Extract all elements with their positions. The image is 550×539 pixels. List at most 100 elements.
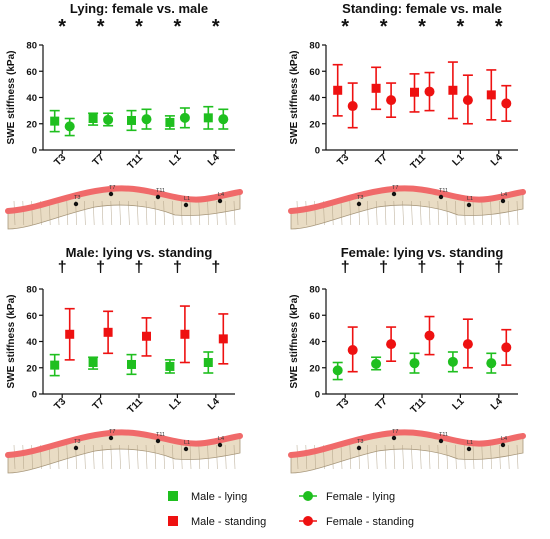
data-point-square xyxy=(142,331,151,341)
data-point-circle xyxy=(447,356,458,367)
significance-marker: † xyxy=(58,259,67,276)
spine-level-dot xyxy=(466,446,472,452)
vertebra-line xyxy=(163,200,165,226)
spine-level-label: L4 xyxy=(501,192,507,198)
vertebra-line xyxy=(101,200,104,226)
vertebra-line xyxy=(411,200,413,226)
spine-level-dot xyxy=(108,435,114,441)
y-tick-label: 40 xyxy=(309,93,320,104)
data-point-square xyxy=(371,83,381,93)
vertebra-line xyxy=(66,200,69,226)
vertebra-line xyxy=(163,444,165,470)
vertebra-line xyxy=(180,200,183,226)
vertebra-line xyxy=(216,200,218,226)
data-point-circle xyxy=(501,98,512,109)
vertebra-line xyxy=(428,444,431,470)
spine-level-dot xyxy=(73,445,79,451)
data-point-square xyxy=(103,327,113,337)
x-tick-label: T3 xyxy=(52,396,68,412)
vertebra-line xyxy=(437,444,440,470)
data-point-square xyxy=(65,329,75,339)
vertebra-line xyxy=(92,444,95,470)
spine-level-dot xyxy=(391,435,397,441)
x-tick-label: L4 xyxy=(206,152,222,168)
vertebra-line xyxy=(437,200,440,226)
data-point-circle xyxy=(218,114,229,125)
vertebra-line xyxy=(367,444,369,470)
y-axis-label: SWE stiffness (kPa) xyxy=(6,51,17,145)
data-point-circle xyxy=(424,330,435,341)
data-point-circle xyxy=(347,101,358,112)
spine-level-dot xyxy=(217,198,223,204)
y-tick-label: 20 xyxy=(26,119,37,130)
spine-bones xyxy=(290,188,524,230)
spine-level-dot xyxy=(183,202,189,208)
vertebra-line xyxy=(375,200,378,226)
significance-marker: * xyxy=(97,16,105,38)
spine-level-dot xyxy=(500,442,506,448)
spine-level-dot xyxy=(356,201,362,207)
vertebra-line xyxy=(507,444,510,470)
x-tick-label: L1 xyxy=(167,396,183,412)
legend-square-marker xyxy=(168,491,178,501)
data-point-circle xyxy=(462,339,473,350)
vertebra-line xyxy=(411,444,413,470)
x-tick-label: T11 xyxy=(409,152,429,172)
muscle-band xyxy=(288,185,526,214)
spine-level-dot xyxy=(183,446,189,452)
significance-marker: * xyxy=(212,16,220,38)
significance-marker: * xyxy=(58,16,66,38)
spine-level-label: L1 xyxy=(467,196,473,202)
y-tick-label: 80 xyxy=(309,285,320,296)
y-tick-label: 80 xyxy=(309,41,320,52)
spine-level-label: T11 xyxy=(439,432,448,438)
significance-marker: * xyxy=(457,16,465,38)
data-point-square xyxy=(486,90,496,100)
spine-level-dot xyxy=(155,194,161,200)
vertebra-line xyxy=(516,200,519,226)
spine-level-label: T3 xyxy=(74,195,80,201)
vertebra-line xyxy=(305,200,308,226)
spine-level-dot xyxy=(500,198,506,204)
legend-circle-marker xyxy=(303,516,313,526)
vertebra-line xyxy=(446,200,448,226)
spine-level-dot xyxy=(73,201,79,207)
data-point-square xyxy=(50,116,60,126)
spine-level-dot xyxy=(356,445,362,451)
vertebra-line xyxy=(154,200,157,226)
legend-label: Male - standing xyxy=(191,516,266,528)
data-point-square xyxy=(88,114,98,123)
spine-illustration: T3 T7 T11 L1 L4 xyxy=(288,429,526,474)
spine-illustration: T3 T7 T11 L1 L4 xyxy=(5,429,243,474)
data-point-circle xyxy=(179,112,190,123)
data-point-circle xyxy=(103,114,114,125)
vertebra-line xyxy=(172,444,174,470)
spine-level-label: T3 xyxy=(74,439,80,445)
legend-label: Female - lying xyxy=(326,491,395,503)
data-point-square xyxy=(127,359,136,369)
vertebra-line xyxy=(207,444,209,470)
y-tick-label: 40 xyxy=(26,93,37,104)
significance-marker: † xyxy=(96,259,105,276)
vertebra-line xyxy=(481,200,484,226)
significance-marker: † xyxy=(379,259,388,276)
x-tick-label: T11 xyxy=(126,152,146,172)
muscle-band xyxy=(5,429,243,458)
vertebra-line xyxy=(22,200,25,226)
spine-level-label: L1 xyxy=(467,440,473,446)
spine-level-label: L1 xyxy=(184,440,190,446)
x-tick-label: L4 xyxy=(489,396,505,412)
vertebra-line xyxy=(84,444,86,470)
data-point-circle xyxy=(141,114,152,125)
vertebra-line xyxy=(198,444,201,470)
data-point-circle xyxy=(501,342,512,353)
data-point-square xyxy=(165,361,175,371)
vertebra-line xyxy=(375,444,378,470)
vertebra-line xyxy=(393,444,396,470)
y-tick-label: 0 xyxy=(315,146,320,157)
y-axis-label: SWE stiffness (kPa) xyxy=(289,295,300,389)
vertebra-line xyxy=(189,444,192,470)
significance-marker: † xyxy=(494,259,503,276)
spine-level-label: T11 xyxy=(439,188,448,194)
y-tick-label: 60 xyxy=(309,67,320,78)
